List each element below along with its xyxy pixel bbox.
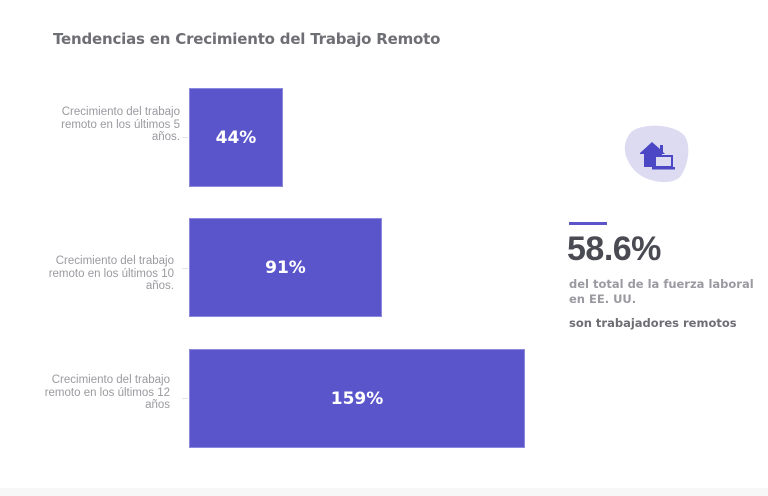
- bar-10-years: 91%: [189, 218, 382, 317]
- home-laptop-icon: [622, 125, 690, 183]
- axis-tick: [182, 137, 188, 138]
- bar-label: Crecimiento del trabajo remoto en los úl…: [44, 374, 170, 411]
- footer-strip: [0, 488, 768, 496]
- bar-value: 159%: [330, 388, 384, 409]
- bar-5-years: 44%: [189, 88, 283, 187]
- bar-label: Crecimiento del trabajo remoto en los úl…: [61, 106, 180, 143]
- bar-label: Crecimiento del trabajo remoto en los úl…: [48, 255, 174, 292]
- bar-value: 44%: [215, 127, 257, 148]
- stat-value: 58.6%: [567, 230, 661, 268]
- axis-tick: [182, 268, 188, 269]
- bar-12-years: 159%: [189, 349, 525, 448]
- chart-title: Tendencias en Crecimiento del Trabajo Re…: [53, 30, 441, 48]
- accent-line: [569, 222, 607, 225]
- stat-subtext: son trabajadores remotos: [569, 316, 737, 330]
- axis-tick: [182, 398, 188, 399]
- bar-value: 91%: [265, 257, 306, 278]
- stat-description: del total de la fuerza laboral en EE. UU…: [569, 277, 754, 306]
